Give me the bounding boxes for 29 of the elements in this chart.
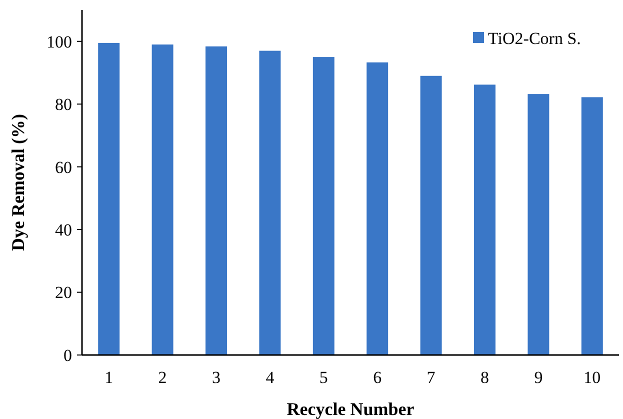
bar: [259, 50, 281, 355]
bar: [312, 57, 334, 355]
y-tick-label: 100: [46, 32, 72, 52]
bar: [98, 42, 120, 355]
y-tick-label: 60: [55, 158, 72, 177]
bar: [474, 84, 496, 355]
legend-label: TiO2-Corn S.: [488, 28, 581, 48]
bar: [581, 97, 603, 355]
x-tick-label: 8: [480, 368, 489, 387]
x-tick-label: 4: [266, 368, 275, 387]
x-tick-label: 3: [212, 368, 220, 387]
bar: [206, 46, 227, 355]
x-tick-label: 9: [534, 368, 543, 387]
x-tick-label: 10: [584, 368, 601, 387]
y-tick-label: 40: [55, 220, 72, 240]
bar: [152, 44, 174, 355]
y-tick-label: 20: [55, 283, 72, 302]
y-tick-label: 80: [55, 95, 72, 114]
x-tick-label: 1: [104, 368, 114, 387]
x-tick-label: 6: [373, 368, 382, 387]
bar: [420, 76, 442, 355]
x-axis-title: Recycle Number: [286, 399, 414, 419]
x-tick-label: 7: [426, 368, 436, 387]
y-tick-label: 0: [64, 346, 72, 365]
bar: [528, 94, 550, 355]
bar: [366, 62, 388, 355]
y-axis-title: Dye Removal (%): [8, 114, 28, 251]
x-tick-label: 5: [319, 368, 328, 387]
x-tick-label: 2: [158, 368, 167, 387]
